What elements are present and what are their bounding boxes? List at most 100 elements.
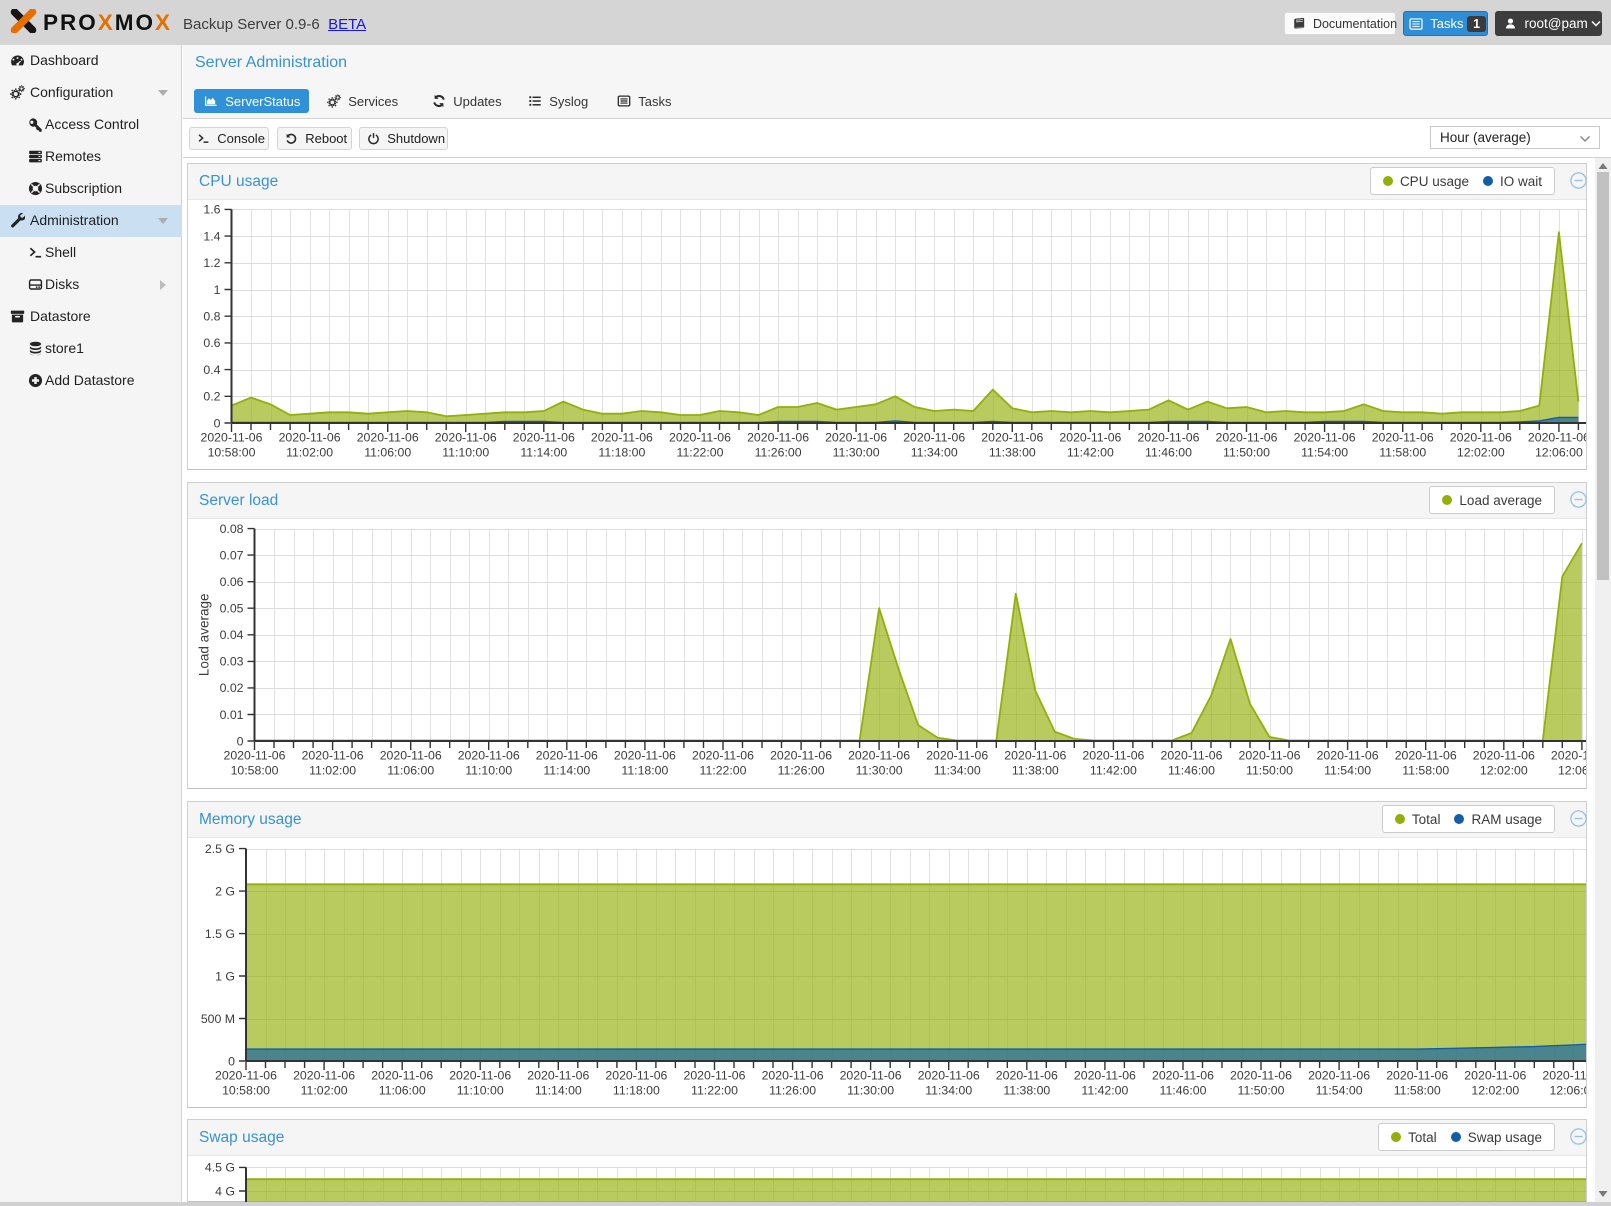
svg-text:0.07: 0.07 [220, 548, 244, 562]
svg-text:2020-11-06: 2020-11-06 [981, 431, 1043, 445]
svg-text:11:54:00: 11:54:00 [1301, 446, 1348, 460]
svg-text:1: 1 [214, 283, 221, 297]
svg-text:0: 0 [237, 734, 244, 748]
svg-text:11:06:00: 11:06:00 [387, 764, 434, 778]
svg-text:11:22:00: 11:22:00 [677, 446, 724, 460]
svg-text:2 G: 2 G [215, 884, 235, 898]
svg-text:2020-11-06: 2020-11-06 [1216, 431, 1278, 445]
svg-text:11:18:00: 11:18:00 [613, 1084, 660, 1098]
svg-text:11:10:00: 11:10:00 [457, 1084, 504, 1098]
svg-text:2.5 G: 2.5 G [205, 842, 235, 856]
svg-text:12:02:00: 12:02:00 [1471, 1084, 1519, 1098]
svg-text:2020-11-06: 2020-11-06 [1542, 1069, 1586, 1083]
svg-text:11:46:00: 11:46:00 [1168, 764, 1215, 778]
svg-text:2020-11-06: 2020-11-06 [692, 749, 754, 763]
svg-text:11:14:00: 11:14:00 [520, 446, 567, 460]
svg-text:0.8: 0.8 [203, 310, 220, 324]
svg-text:1.2: 1.2 [203, 256, 220, 270]
svg-text:2020-11-06: 2020-11-06 [536, 749, 598, 763]
svg-text:11:58:00: 11:58:00 [1394, 1084, 1441, 1098]
svg-text:2020-11-06: 2020-11-06 [371, 1069, 433, 1083]
svg-text:11:38:00: 11:38:00 [1012, 764, 1059, 778]
svg-text:2020-11-06: 2020-11-06 [996, 1069, 1058, 1083]
svg-text:2020-11-06: 2020-11-06 [215, 1069, 277, 1083]
svg-text:1.4: 1.4 [203, 229, 220, 243]
svg-text:11:22:00: 11:22:00 [691, 1084, 738, 1098]
svg-text:4.5 G: 4.5 G [205, 1161, 235, 1175]
svg-text:Load average: Load average [197, 594, 212, 677]
svg-text:11:30:00: 11:30:00 [856, 764, 903, 778]
svg-text:2020-11-06: 2020-11-06 [1239, 749, 1301, 763]
svg-text:2020-11-06: 2020-11-06 [1450, 431, 1512, 445]
svg-text:11:02:00: 11:02:00 [301, 1084, 348, 1098]
svg-text:2020-11-06: 2020-11-06 [1074, 1069, 1136, 1083]
svg-text:2020-11-06: 2020-11-06 [224, 749, 286, 763]
svg-text:2020-11-06: 2020-11-06 [513, 431, 575, 445]
svg-text:0.08: 0.08 [220, 522, 244, 536]
svg-text:2020-11-06: 2020-11-06 [1372, 431, 1434, 445]
svg-text:11:50:00: 11:50:00 [1238, 1084, 1285, 1098]
svg-text:2020-11-06: 2020-11-06 [614, 749, 676, 763]
svg-text:4 G: 4 G [215, 1184, 235, 1198]
svg-text:12:06:00: 12:06:00 [1558, 764, 1586, 778]
svg-text:11:58:00: 11:58:00 [1402, 764, 1449, 778]
svg-text:0: 0 [214, 416, 221, 430]
svg-text:2020-11-06: 2020-11-06 [302, 749, 364, 763]
svg-text:12:06:00: 12:06:00 [1535, 446, 1583, 460]
svg-text:2020-11-06: 2020-11-06 [449, 1069, 511, 1083]
svg-text:2020-11-06: 2020-11-06 [825, 431, 887, 445]
svg-text:2020-11-06: 2020-11-06 [527, 1069, 589, 1083]
svg-text:0.04: 0.04 [220, 628, 244, 642]
svg-text:11:30:00: 11:30:00 [847, 1084, 894, 1098]
svg-text:2020-11-06: 2020-11-06 [1551, 749, 1586, 763]
svg-text:11:14:00: 11:14:00 [543, 764, 590, 778]
svg-text:0.4: 0.4 [203, 363, 220, 377]
svg-text:11:54:00: 11:54:00 [1316, 1084, 1363, 1098]
svg-text:0.6: 0.6 [203, 336, 220, 350]
svg-text:11:10:00: 11:10:00 [465, 764, 512, 778]
svg-text:11:42:00: 11:42:00 [1090, 764, 1137, 778]
svg-text:1.6: 1.6 [203, 203, 220, 217]
svg-text:2020-11-06: 2020-11-06 [1152, 1069, 1214, 1083]
svg-text:2020-11-06: 2020-11-06 [848, 749, 910, 763]
svg-text:2020-11-06: 2020-11-06 [903, 431, 965, 445]
svg-text:11:02:00: 11:02:00 [286, 446, 333, 460]
svg-text:11:26:00: 11:26:00 [778, 764, 825, 778]
svg-text:500 M: 500 M [201, 1012, 235, 1026]
svg-text:2020-11-06: 2020-11-06 [293, 1069, 355, 1083]
svg-text:2020-11-06: 2020-11-06 [380, 749, 442, 763]
svg-text:2020-11-06: 2020-11-06 [1386, 1069, 1448, 1083]
svg-text:12:02:00: 12:02:00 [1480, 764, 1528, 778]
svg-text:10:58:00: 10:58:00 [222, 1084, 270, 1098]
svg-text:11:18:00: 11:18:00 [598, 446, 645, 460]
svg-text:2020-11-06: 2020-11-06 [1082, 749, 1144, 763]
svg-text:0.01: 0.01 [220, 708, 244, 722]
svg-text:2020-11-06: 2020-11-06 [279, 431, 341, 445]
svg-text:2020-11-06: 2020-11-06 [435, 431, 497, 445]
svg-text:2020-11-06: 2020-11-06 [747, 431, 809, 445]
svg-text:1 G: 1 G [215, 969, 235, 983]
svg-text:2020-11-06: 2020-11-06 [1395, 749, 1457, 763]
svg-text:2020-11-06: 2020-11-06 [1004, 749, 1066, 763]
svg-text:2020-11-06: 2020-11-06 [1138, 431, 1200, 445]
svg-text:2020-11-06: 2020-11-06 [1308, 1069, 1370, 1083]
svg-text:12:06:00: 12:06:00 [1549, 1084, 1586, 1098]
svg-text:2020-11-06: 2020-11-06 [605, 1069, 667, 1083]
svg-text:11:26:00: 11:26:00 [769, 1084, 816, 1098]
svg-text:11:42:00: 11:42:00 [1067, 446, 1114, 460]
svg-text:2020-11-06: 2020-11-06 [357, 431, 419, 445]
svg-text:11:54:00: 11:54:00 [1324, 764, 1371, 778]
svg-text:11:26:00: 11:26:00 [755, 446, 802, 460]
svg-text:0.2: 0.2 [203, 390, 220, 404]
svg-text:0.06: 0.06 [220, 575, 244, 589]
svg-text:2020-11-06: 2020-11-06 [1059, 431, 1121, 445]
svg-text:2020-11-06: 2020-11-06 [1528, 431, 1586, 445]
svg-text:2020-11-06: 2020-11-06 [1473, 749, 1535, 763]
svg-text:2020-11-06: 2020-11-06 [684, 1069, 746, 1083]
svg-text:11:38:00: 11:38:00 [1003, 1084, 1050, 1098]
svg-text:10:58:00: 10:58:00 [208, 446, 256, 460]
svg-text:2020-11-06: 2020-11-06 [591, 431, 653, 445]
svg-text:0.03: 0.03 [220, 655, 244, 669]
svg-text:11:46:00: 11:46:00 [1160, 1084, 1207, 1098]
svg-text:2020-11-06: 2020-11-06 [770, 749, 832, 763]
